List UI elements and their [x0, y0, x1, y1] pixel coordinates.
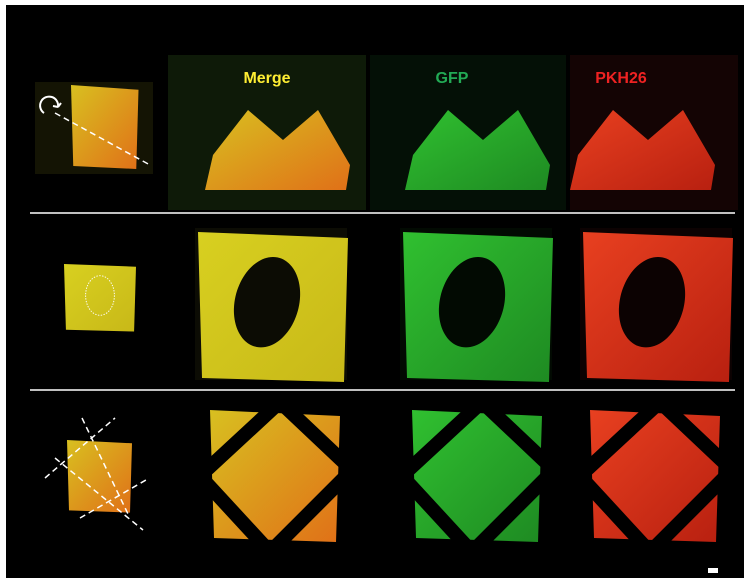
fold-line — [54, 112, 151, 166]
thumbnail — [71, 85, 139, 169]
merge-label: Merge — [243, 70, 290, 87]
cut-sheet — [190, 392, 363, 563]
cut-lines — [44, 417, 147, 531]
cut-sheet — [570, 392, 743, 563]
pkh26-label: PKH26 — [595, 70, 647, 87]
fold-arrow — [39, 95, 62, 114]
scale-bar — [708, 568, 718, 573]
cut-sheet — [392, 392, 565, 563]
gfp-label: GFP — [436, 70, 469, 87]
thumbnail — [64, 264, 136, 332]
